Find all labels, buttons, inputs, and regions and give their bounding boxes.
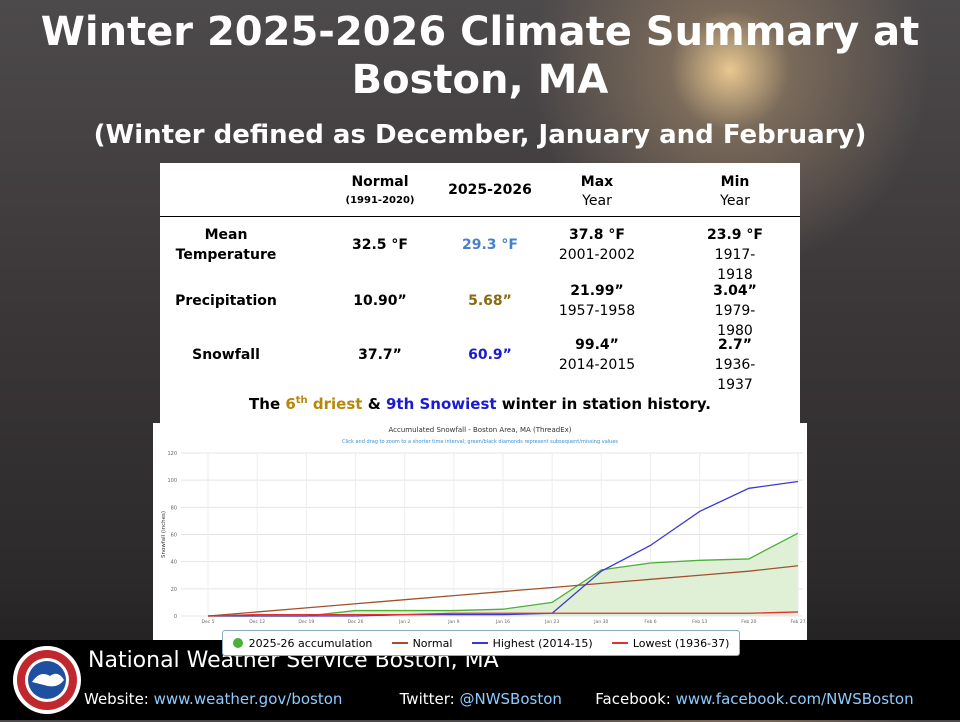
y-tick-label: 100 [167, 478, 177, 484]
note-rank: 9th Snowiest [386, 395, 497, 413]
legend-swatch [391, 642, 408, 644]
column-header: 2025-2026 [448, 182, 532, 198]
legend-label: Normal [412, 636, 453, 650]
chart-subtitle: Click and drag to zoom to a shorter time… [342, 439, 618, 445]
column-subheader: (1991-2020) [345, 195, 415, 206]
twitter-link[interactable]: @NWSBoston [459, 690, 562, 708]
note-text: & [362, 395, 386, 413]
contact-links: Website: www.weather.gov/boston Twitter:… [84, 690, 914, 708]
subtitle: (Winter defined as December, January and… [93, 120, 867, 150]
series-line [207, 565, 799, 617]
column-subheader: Year [720, 193, 750, 209]
x-tick-label: Dec 26 [348, 619, 364, 625]
label: Facebook: [595, 690, 676, 708]
series-area [208, 533, 798, 616]
current-value: 29.3 °F [462, 237, 518, 253]
legend-item: 2025-26 accumulation [232, 636, 373, 650]
legend-swatch [471, 642, 488, 644]
note: The 6th driest & 9th Snowiest winter in … [160, 395, 800, 413]
note-text: winter in station history. [496, 395, 711, 413]
min-year: 1979-1980 [714, 303, 756, 339]
nws-logo [13, 646, 81, 714]
series-line [207, 611, 799, 617]
x-tick-label: Jan 23 [544, 619, 559, 625]
legend-item: Normal [391, 636, 453, 650]
normal-value: 32.5 °F [352, 237, 408, 253]
x-tick-label: Dec 12 [249, 619, 265, 625]
column-header: Min [720, 174, 750, 190]
chart-panel: Accumulated Snowfall - Boston Area, MA (… [153, 423, 807, 650]
min-value: 23.9 °F [707, 227, 763, 243]
y-tick-label: 120 [167, 451, 177, 457]
y-axis-label: Snowfall (inches) [161, 511, 167, 558]
legend-label: Lowest (1936-37) [632, 636, 730, 650]
label: Website: [84, 690, 154, 708]
x-tick-label: Dec 5 [201, 619, 214, 625]
row-label: Snowfall [192, 347, 260, 363]
legend-swatch [611, 642, 628, 644]
min-value: 3.04” [713, 283, 757, 299]
max-year: 2014-2015 [558, 357, 636, 373]
y-tick-label: 80 [171, 505, 177, 511]
column-subheader: Year [582, 193, 612, 209]
x-tick-label: Feb 13 [692, 619, 707, 625]
legend-swatch [232, 638, 243, 648]
y-tick-label: 40 [171, 560, 177, 566]
x-tick-label: Jan 16 [495, 619, 510, 625]
legend-label: Highest (2014-15) [492, 636, 593, 650]
note-rank: 6 [285, 395, 296, 413]
x-tick-label: Dec 19 [298, 619, 314, 625]
facebook-link[interactable]: www.facebook.com/NWSBoston [675, 690, 914, 708]
legend-item: Highest (2014-15) [471, 636, 593, 650]
website-link[interactable]: www.weather.gov/boston [153, 690, 343, 708]
note-sup: th [295, 395, 308, 406]
column-header: Max [580, 174, 614, 190]
x-tick-label: Feb 27 [790, 619, 805, 625]
note-text: The [249, 395, 286, 413]
y-tick-label: 20 [171, 587, 177, 593]
x-tick-label: Jan 9 [447, 619, 459, 625]
min-year: 1936-1937 [714, 357, 756, 393]
legend-item: Lowest (1936-37) [611, 636, 730, 650]
x-tick-label: Feb 20 [741, 619, 756, 625]
series-line [208, 480, 799, 617]
header-rule [160, 216, 800, 217]
y-tick-label: 0 [174, 614, 177, 620]
max-year: 1957-1958 [558, 303, 636, 319]
current-value: 60.9” [468, 347, 512, 363]
max-value: 99.4” [575, 337, 619, 353]
title: Winter 2025-2026 Climate Summary at Bost… [40, 9, 920, 103]
min-value: 2.7” [717, 337, 753, 353]
row-label: Mean Temperature [175, 227, 277, 263]
y-tick-label: 60 [171, 533, 177, 539]
chart-title: Accumulated Snowfall - Boston Area, MA (… [388, 426, 571, 434]
max-value: 37.8 °F [569, 227, 625, 243]
note-text: driest [307, 395, 363, 413]
x-tick-label: Jan 30 [593, 619, 608, 625]
x-tick-label: Jan 2 [398, 619, 410, 625]
row-label: Precipitation [175, 293, 277, 309]
max-year: 2001-2002 [558, 247, 636, 263]
legend-label: 2025-26 accumulation [248, 636, 373, 650]
normal-value: 10.90” [353, 293, 407, 309]
x-tick-label: Feb 6 [644, 619, 656, 625]
legend: 2025-26 accumulation Normal Highest (2014-… [222, 630, 740, 656]
summary-table: The 6th driest & 9th Snowiest winter in … [160, 163, 800, 425]
normal-value: 37.7” [358, 347, 402, 363]
chart: Accumulated Snowfall - Boston Area, MA (… [161, 426, 806, 648]
max-value: 21.99” [570, 283, 624, 299]
current-value: 5.68” [468, 293, 512, 309]
label: Twitter: [399, 690, 460, 708]
column-header: Normal [351, 174, 409, 190]
min-year: 1917-1918 [714, 247, 756, 283]
